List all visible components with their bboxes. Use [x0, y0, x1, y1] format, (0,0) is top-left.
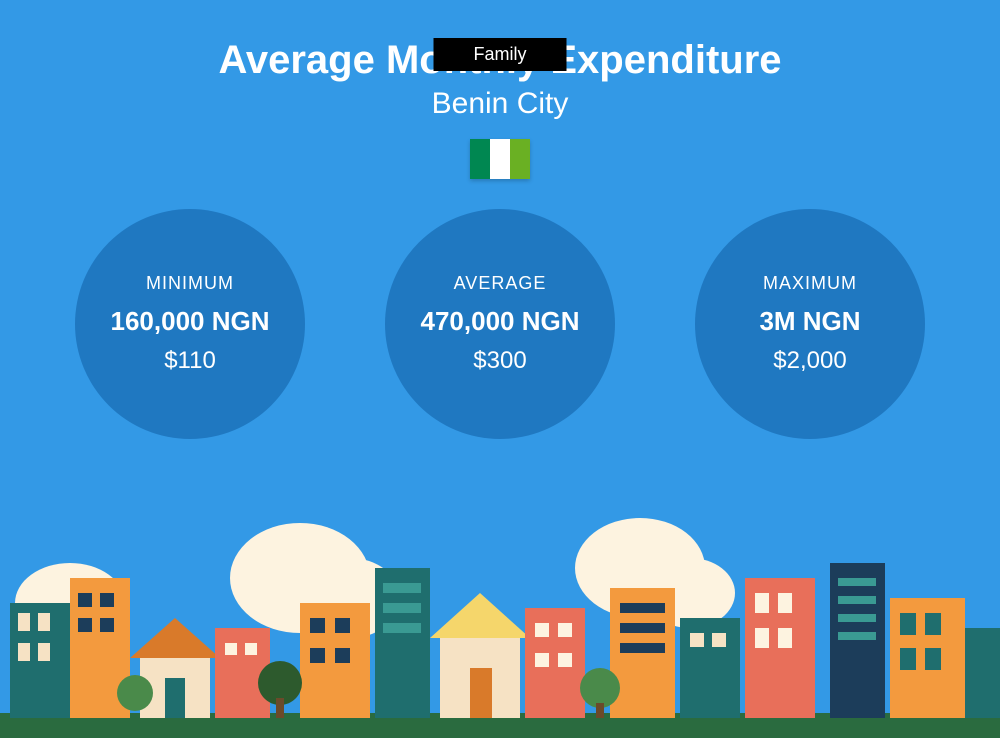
stats-row: MINIMUM 160,000 NGN $110 AVERAGE 470,000… [0, 209, 1000, 439]
stat-label: MINIMUM [146, 273, 234, 294]
flag-stripe-center [490, 139, 510, 179]
stat-value: 470,000 NGN [421, 306, 580, 337]
stat-usd: $110 [164, 347, 216, 375]
stat-minimum: MINIMUM 160,000 NGN $110 [75, 209, 305, 439]
flag-icon [470, 139, 530, 179]
flag-stripe-right [510, 139, 530, 179]
flag-stripe-left [470, 139, 490, 179]
city-subtitle: Benin City [0, 87, 1000, 121]
stat-value: 160,000 NGN [111, 306, 270, 337]
stat-value: 3M NGN [759, 306, 860, 337]
cityscape-illustration [0, 508, 1000, 738]
stat-usd: $2,000 [773, 347, 846, 375]
stat-maximum: MAXIMUM 3M NGN $2,000 [695, 209, 925, 439]
stat-label: AVERAGE [454, 273, 547, 294]
category-tag: Family [434, 38, 567, 71]
stat-average: AVERAGE 470,000 NGN $300 [385, 209, 615, 439]
stat-label: MAXIMUM [763, 273, 857, 294]
stat-usd: $300 [473, 347, 526, 375]
